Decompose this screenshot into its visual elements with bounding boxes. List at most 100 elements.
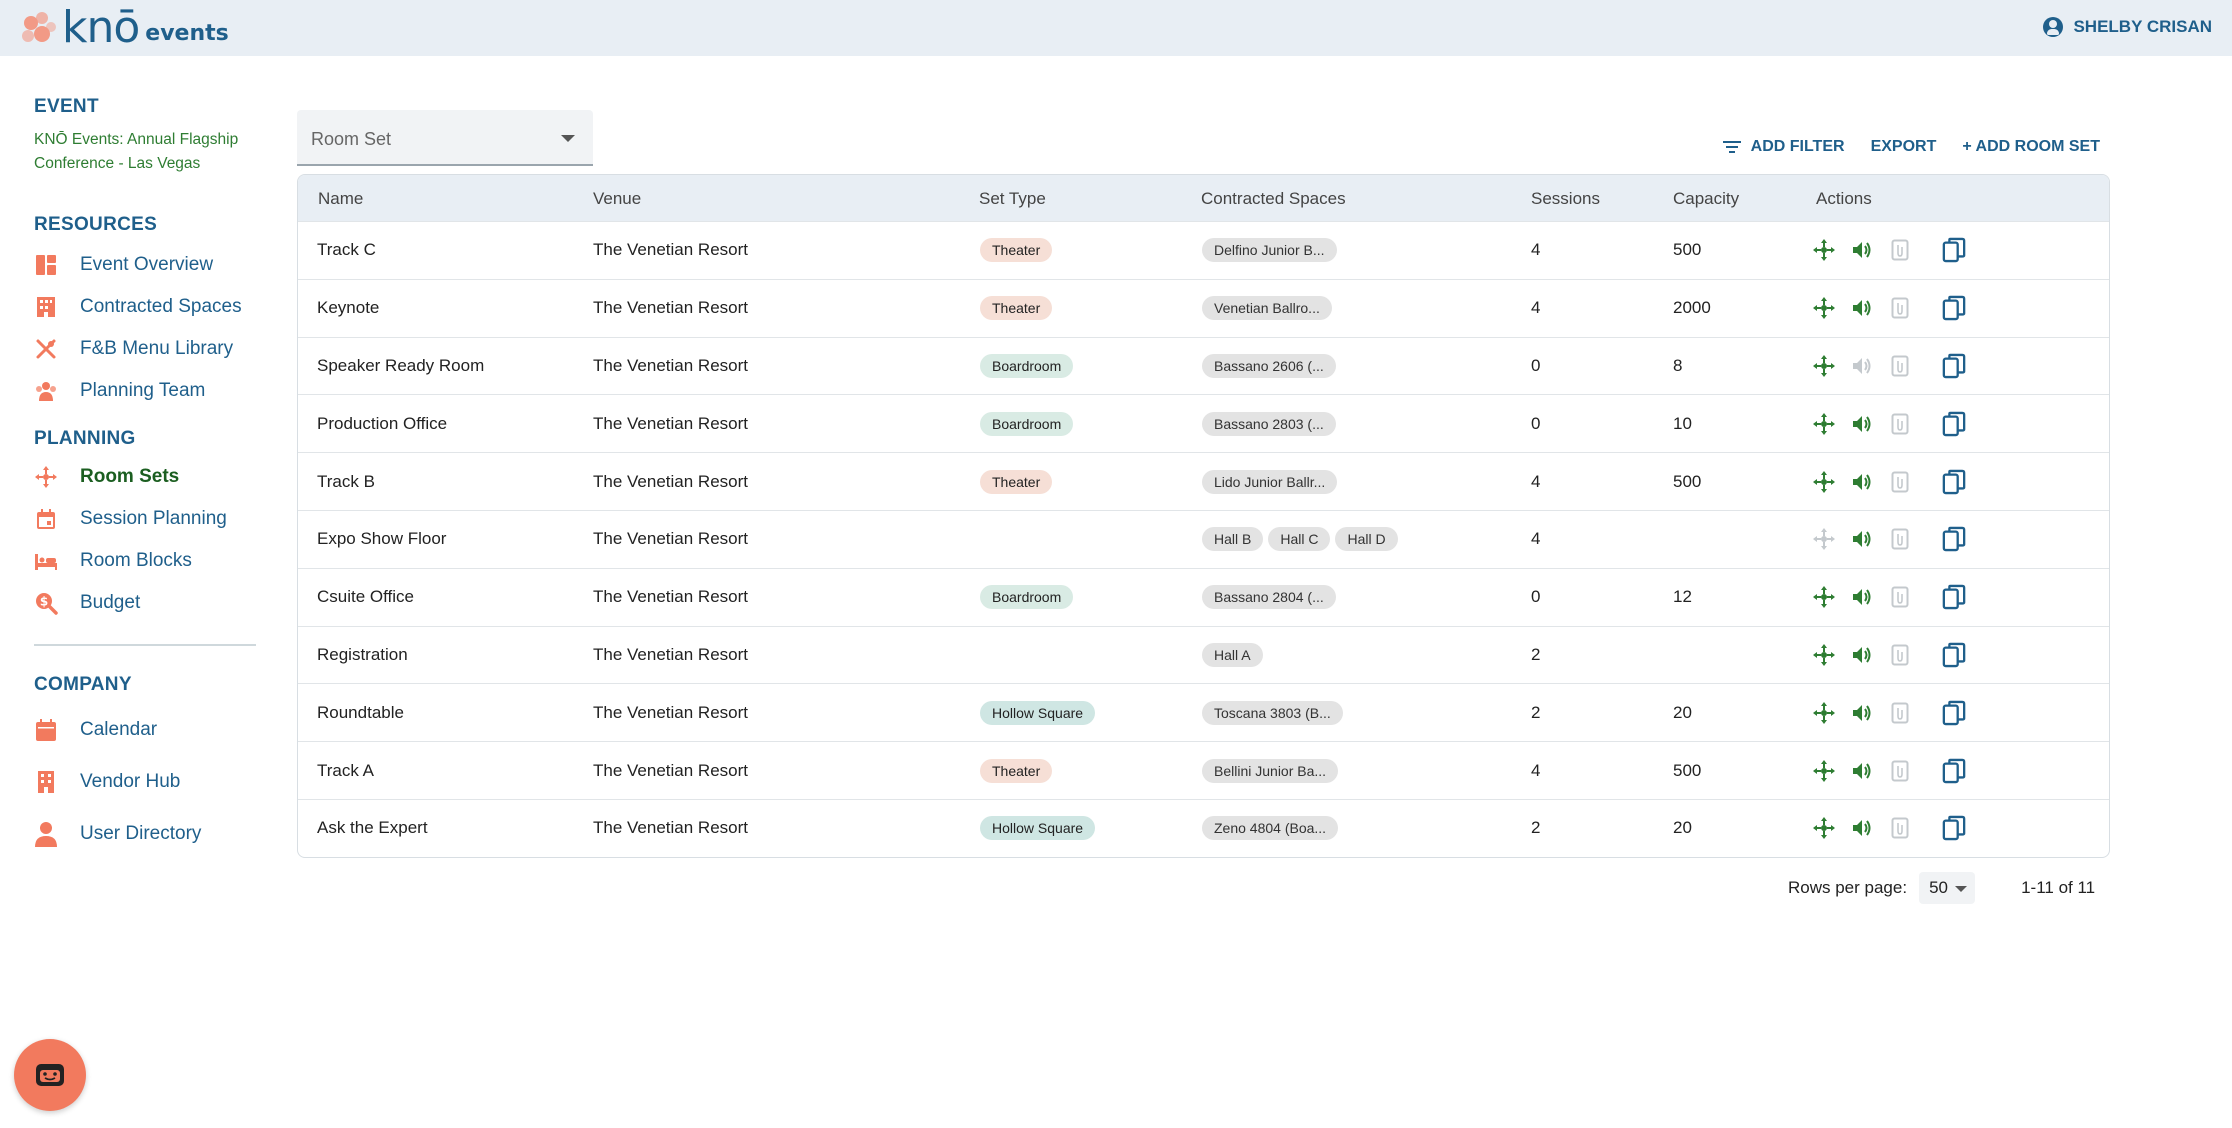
room-set-select[interactable]: Room Set — [297, 110, 593, 166]
column-header-set-type[interactable]: Set Type — [979, 189, 1046, 208]
contracted-space-chip[interactable]: Hall D — [1335, 527, 1398, 552]
sidebar-item-fb-menu-library[interactable]: F&B Menu Library — [34, 328, 256, 370]
add-room-set-button[interactable]: + ADD ROOM SET — [1962, 138, 2100, 155]
rows-per-page-select[interactable]: 50 — [1919, 872, 1976, 904]
contracted-space-chip[interactable]: Hall B — [1202, 527, 1264, 552]
table-row[interactable]: Registration The Venetian Resort Hall A 2 — [298, 625, 2109, 684]
audio-icon[interactable] — [1850, 527, 1874, 551]
table-row[interactable]: Roundtable The Venetian Resort Hollow Squa… — [298, 683, 2109, 741]
move-room-set-icon[interactable] — [1812, 238, 1836, 262]
table-row[interactable]: Production Office The Venetian Resort Boar… — [298, 394, 2109, 452]
contracted-space-chip[interactable]: Bassano 2804 (... — [1202, 585, 1336, 610]
table-row[interactable]: Track A The Venetian Resort Theater Bellini… — [298, 741, 2109, 799]
sidebar-item-planning-team[interactable]: Planning Team — [34, 370, 256, 412]
copy-icon[interactable] — [1942, 700, 1966, 725]
move-room-set-icon[interactable] — [1812, 585, 1836, 609]
audio-icon[interactable] — [1850, 585, 1874, 609]
column-header-capacity[interactable]: Capacity — [1673, 189, 1740, 208]
sidebar-item-room-sets[interactable]: Room Sets — [34, 456, 256, 498]
column-header-actions: Actions — [1816, 189, 1872, 208]
cell-name[interactable]: Track A — [317, 760, 374, 780]
cell-name[interactable]: Speaker Ready Room — [317, 355, 485, 375]
audio-icon[interactable] — [1850, 470, 1874, 494]
copy-icon[interactable] — [1942, 758, 1966, 783]
cell-name[interactable]: Track C — [317, 240, 376, 260]
contracted-space-chip[interactable]: Delfino Junior B... — [1202, 238, 1337, 263]
table-row[interactable]: Ask the Expert The Venetian Resort Hollow … — [298, 798, 2109, 857]
contracted-space-chip[interactable]: Hall A — [1202, 642, 1263, 667]
move-room-set-icon[interactable] — [1812, 296, 1836, 320]
move-room-set-icon[interactable] — [1812, 354, 1836, 378]
audio-icon[interactable] — [1850, 759, 1874, 783]
copy-icon[interactable] — [1942, 238, 1966, 263]
event-name[interactable]: KNŌ Events: Annual Flagship Conference -… — [34, 131, 239, 172]
move-room-set-icon[interactable] — [1812, 759, 1836, 783]
sidebar-item-calendar[interactable]: Calendar — [34, 704, 256, 756]
sidebar-item-session-planning[interactable]: Session Planning — [34, 498, 256, 540]
contracted-space-chip[interactable]: Lido Junior Ballr... — [1202, 469, 1338, 494]
contracted-space-chip[interactable]: Zeno 4804 (Boa... — [1202, 816, 1339, 841]
audio-icon[interactable] — [1850, 296, 1874, 320]
cell-name[interactable]: Track B — [317, 471, 375, 491]
move-room-set-icon[interactable] — [1812, 412, 1836, 436]
contracted-space-chip[interactable]: Bellini Junior Ba... — [1202, 758, 1339, 783]
copy-icon[interactable] — [1942, 816, 1966, 841]
table-row[interactable]: Track B The Venetian Resort Theater Lido Ju… — [298, 452, 2109, 510]
contracted-space-chip[interactable]: Bassano 2803 (... — [1202, 411, 1336, 436]
column-header-sessions[interactable]: Sessions — [1531, 189, 1600, 208]
table-row[interactable]: Expo Show Floor The Venetian Resort Hall B… — [298, 509, 2109, 568]
cell-name[interactable]: Registration — [317, 644, 408, 664]
copy-icon[interactable] — [1942, 295, 1966, 321]
copy-icon[interactable] — [1942, 469, 1966, 494]
audio-icon[interactable] — [1850, 701, 1874, 725]
sidebar-item-user-directory[interactable]: User Directory — [34, 808, 256, 860]
cell-contracted-spaces: Bassano 2803 (... — [1202, 411, 1341, 436]
cell-venue: The Venetian Resort — [593, 413, 748, 433]
table-row[interactable]: Track C The Venetian Resort Theater Delfino… — [298, 221, 2109, 279]
cell-sessions: 2 — [1531, 818, 1541, 838]
sidebar-item-vendor-hub[interactable]: Vendor Hub — [34, 756, 256, 808]
user-menu[interactable]: SHELBY CRISAN — [2043, 17, 2212, 37]
contracted-space-chip[interactable]: Bassano 2606 (... — [1202, 353, 1336, 378]
move-room-set-icon[interactable] — [1812, 816, 1836, 840]
move-room-set-icon[interactable] — [1812, 643, 1836, 667]
app-logo[interactable]: knō events — [20, 6, 229, 50]
copy-icon[interactable] — [1942, 353, 1966, 379]
sidebar-item-budget[interactable]: $ Budget — [34, 582, 256, 624]
contracted-space-chip[interactable]: Toscana 3803 (B... — [1202, 700, 1343, 725]
cell-name[interactable]: Csuite Office — [317, 587, 415, 607]
chat-assistant-button[interactable] — [14, 1039, 86, 1111]
copy-icon[interactable] — [1942, 411, 1966, 437]
table-row[interactable]: Csuite Office The Venetian Resort Boardroo… — [298, 567, 2109, 626]
filter-icon — [1722, 141, 1741, 153]
table-row[interactable]: Keynote The Venetian Resort Theater Venetia… — [298, 278, 2109, 337]
audio-icon[interactable] — [1850, 816, 1874, 840]
table-row[interactable]: Speaker Ready Room The Venetian Resort Boa… — [298, 336, 2109, 395]
move-room-set-icon[interactable] — [1812, 470, 1836, 494]
audio-icon[interactable] — [1850, 643, 1874, 667]
contracted-space-chip[interactable]: Venetian Ballro... — [1202, 296, 1332, 321]
sidebar-item-label: Room Blocks — [80, 550, 192, 571]
audio-icon[interactable] — [1850, 238, 1874, 262]
add-filter-button[interactable]: ADD FILTER — [1722, 138, 1845, 156]
move-room-set-icon[interactable] — [1812, 701, 1836, 725]
cell-name[interactable]: Production Office — [317, 413, 448, 433]
column-header-contracted-spaces[interactable]: Contracted Spaces — [1201, 189, 1346, 208]
export-button[interactable]: EXPORT — [1870, 138, 1937, 155]
copy-icon[interactable] — [1942, 642, 1966, 668]
sidebar-item-event-overview[interactable]: Event Overview — [34, 244, 256, 286]
cell-name[interactable]: Roundtable — [317, 702, 404, 722]
cell-name[interactable]: Keynote — [317, 298, 380, 318]
sidebar-item-contracted-spaces[interactable]: Contracted Spaces — [34, 286, 256, 328]
copy-icon[interactable] — [1942, 584, 1966, 610]
set-type-chip: Boardroom — [980, 353, 1074, 378]
set-type-chip: Hollow Square — [980, 700, 1096, 725]
cell-name[interactable]: Ask the Expert — [317, 818, 428, 838]
copy-icon[interactable] — [1942, 527, 1966, 552]
audio-icon[interactable] — [1850, 412, 1874, 436]
contracted-space-chip[interactable]: Hall C — [1268, 527, 1331, 552]
column-header-venue[interactable]: Venue — [593, 189, 642, 208]
column-header-name[interactable]: Name — [318, 189, 364, 208]
sidebar-item-room-blocks[interactable]: Room Blocks — [34, 540, 256, 582]
cell-name[interactable]: Expo Show Floor — [317, 529, 447, 549]
